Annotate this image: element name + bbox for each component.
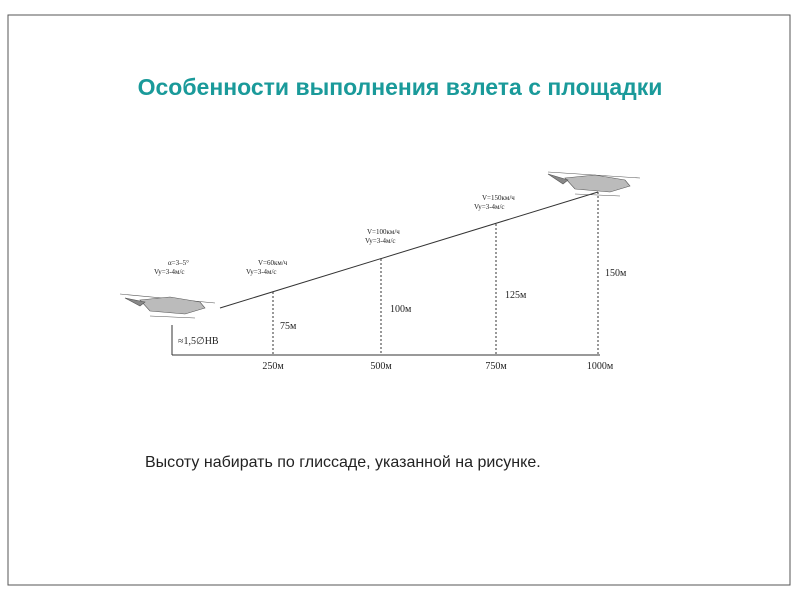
distance-label: 750м — [485, 361, 507, 372]
caption: Высоту набирать по глиссаде, указанной н… — [145, 454, 541, 471]
speed-label: V=100км/ч — [367, 228, 400, 236]
distance-label: 500м — [370, 361, 392, 372]
vy-label: Vy=3-4м/с — [246, 268, 277, 276]
height-label: 100м — [390, 304, 412, 315]
distance-label: 250м — [262, 361, 284, 372]
title: Особенности выполнения взлета с площадки — [138, 74, 663, 100]
diagram: α=3–5° Vy=3-4м/с ≈1,5∅НВ V=60км/ч Vy=3-4… — [119, 171, 641, 372]
hover-label: ≈1,5∅НВ — [178, 336, 219, 347]
glide-path — [219, 191, 599, 309]
height-label: 125м — [505, 290, 527, 301]
height-label: 150м — [605, 268, 627, 279]
vy-label: Vy=3-4м/с — [474, 203, 505, 211]
frame — [7, 14, 791, 586]
speed-label: V=150км/ч — [482, 194, 515, 202]
speed-label: V=60км/ч — [258, 259, 288, 267]
angle-label: α=3–5° — [168, 259, 189, 267]
vy-label: Vy=3-4м/с — [365, 237, 396, 245]
distance-label: 1000м — [587, 361, 614, 372]
vy-label: Vy=3-4м/с — [154, 268, 185, 276]
helicopter — [119, 293, 216, 319]
height-label: 75м — [280, 321, 297, 332]
helicopter — [547, 171, 641, 197]
